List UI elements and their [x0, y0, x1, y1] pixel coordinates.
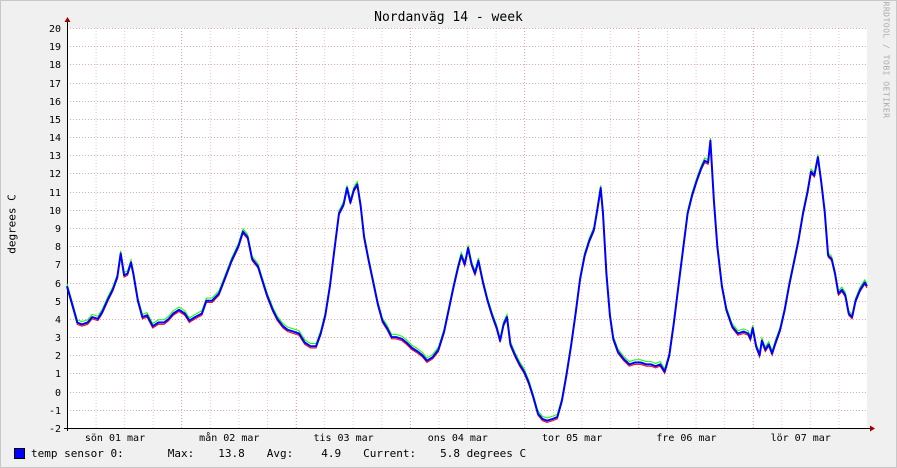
y-tick-label: -1 [49, 406, 61, 417]
y-tick-label: 17 [49, 79, 61, 90]
y-tick-label: 16 [49, 97, 61, 108]
x-axis-arrow [870, 425, 875, 432]
y-tick-label: 18 [49, 60, 61, 71]
legend-current-label: Current: [363, 447, 417, 460]
x-tick-label: tis 03 mar [313, 433, 373, 444]
y-tick-label: -2 [49, 424, 61, 435]
series-line-temp-sensor-0 [66, 139, 868, 422]
legend-series-label: temp sensor 0: [31, 447, 124, 460]
chart-title: Nordanväg 14 - week [374, 10, 523, 25]
y-tick-label: 11 [49, 188, 61, 199]
legend-swatch [14, 448, 25, 459]
legend-current-value: 5.8 degrees C [440, 447, 527, 460]
x-tick-label: sön 01 mar [85, 433, 145, 444]
y-tick-label: 2 [55, 351, 61, 362]
y-tick-label: 10 [49, 206, 61, 217]
y-axis-arrow [64, 17, 71, 22]
x-tick-label: lör 07 mar [771, 433, 831, 444]
y-tick-label: 6 [55, 279, 61, 290]
y-tick-label: 0 [55, 388, 61, 399]
y-tick-label: 12 [49, 169, 61, 180]
y-tick-label: 1 [55, 369, 61, 380]
x-tick-label: tor 05 mar [542, 433, 602, 444]
y-tick-label: 15 [49, 115, 61, 126]
legend-avg-label: Avg: [266, 447, 294, 460]
y-tick-label: 13 [49, 151, 61, 162]
legend-max-label: Max: [167, 447, 195, 460]
x-tick-label: fre 06 mar [656, 433, 716, 444]
y-tick-label: 20 [49, 24, 61, 35]
legend-avg-value: 4.9 [321, 447, 342, 460]
y-tick-label: 8 [55, 242, 61, 253]
legend-max-value: 13.8 [218, 447, 245, 460]
y-tick-label: 19 [49, 42, 61, 53]
y-tick-label: 4 [55, 315, 61, 326]
y-tick-label: 7 [55, 260, 61, 271]
y-tick-label: 14 [49, 133, 61, 144]
x-tick-label: mån 02 mar [199, 431, 259, 444]
y-tick-label: 5 [55, 297, 61, 308]
legend: temp sensor 0: Max: 13.8 Avg: 4.9 Curren… [14, 447, 526, 460]
y-tick-label: 3 [55, 333, 61, 344]
y-tick-label: 9 [55, 224, 61, 235]
x-tick-label: ons 04 mar [428, 433, 488, 444]
